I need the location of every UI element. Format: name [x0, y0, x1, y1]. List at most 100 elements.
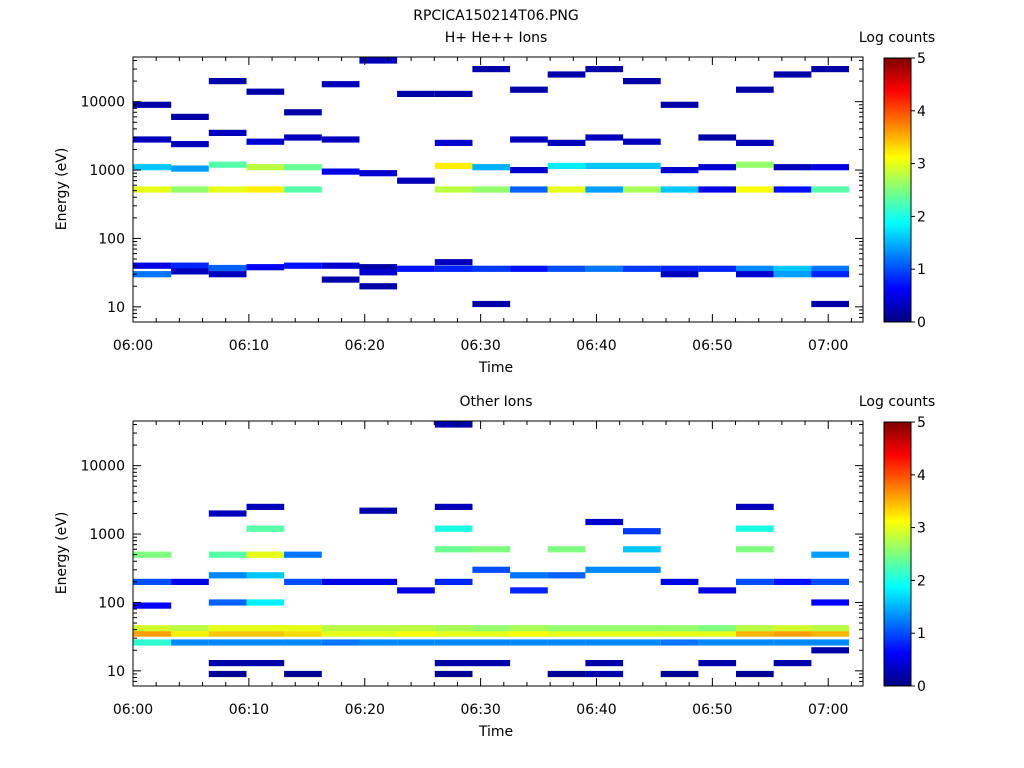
spectrogram-cell: [811, 551, 849, 558]
spectrogram-cell: [736, 670, 774, 678]
spectrogram-cell: [472, 300, 511, 308]
x-tick-label: 06:30: [460, 338, 500, 354]
spectrogram-cell: [321, 262, 360, 269]
spectrogram-cell: [171, 113, 209, 120]
y-axis-ticks: 10 100 1000 10000: [80, 423, 863, 687]
y-tick-label: 1000: [89, 527, 125, 543]
spectrogram-cell: [208, 639, 247, 646]
spectrogram-cell: [133, 578, 172, 585]
spectrogram-cell: [359, 283, 398, 290]
spectrogram-cell: [246, 551, 285, 558]
spectrogram-cell: [660, 578, 699, 585]
spectrogram-cell: [397, 177, 435, 184]
spectrogram-cell: [208, 551, 247, 558]
x-tick-label: 06:00: [113, 338, 153, 354]
spectrogram-cell: [359, 507, 398, 514]
spectrogram-cell: [698, 186, 737, 193]
spectrogram-cell: [208, 625, 247, 632]
spectrogram-cell: [623, 546, 661, 553]
spectrogram-cell: [434, 139, 473, 146]
spectrogram-cell: [397, 265, 435, 272]
spectrogram-cell: [773, 265, 812, 272]
spectrogram-cell: [397, 587, 435, 594]
spectrogram-cell: [246, 503, 285, 510]
spectrogram-cell: [547, 546, 586, 553]
plot-frame: [132, 56, 864, 323]
spectrogram-cell: [660, 186, 699, 193]
colorbar-tick-label: 3: [917, 521, 926, 537]
spectrogram-cell: [736, 161, 774, 168]
spectrogram-cell: [321, 168, 360, 175]
spectrogram-cell: [510, 639, 548, 646]
spectrogram-cell: [246, 88, 285, 95]
x-tick-label: 06:00: [113, 702, 153, 718]
spectrogram-cells: [133, 421, 849, 678]
spectrogram-cell: [133, 271, 172, 278]
spectrogram-cell: [811, 300, 849, 308]
spectrogram-cell: [434, 503, 473, 510]
spectrogram-cell: [623, 78, 661, 85]
spectrogram-cell: [698, 587, 737, 594]
spectrogram-cell: [246, 264, 285, 271]
spectrogram-cell: [547, 186, 586, 193]
spectrogram-cell: [736, 630, 774, 637]
spectrogram-cell: [811, 625, 849, 632]
x-tick-label: 06:10: [229, 338, 269, 354]
spectrogram-cell: [246, 525, 285, 532]
spectrogram-cell: [811, 265, 849, 272]
spectrogram-cell: [547, 162, 586, 169]
y-axis-label: Energy (eV): [54, 512, 70, 595]
spectrogram-cell: [510, 136, 548, 143]
spectrogram-cell: [208, 572, 247, 579]
spectrogram-cell: [585, 639, 624, 646]
spectrogram-cell: [510, 167, 548, 174]
spectrogram-cell: [547, 670, 586, 678]
spectrogram-cell: [284, 625, 322, 632]
x-tick-label: 06:10: [229, 702, 269, 718]
spectrogram-cell: [811, 164, 849, 171]
spectrogram-cell: [623, 265, 661, 272]
spectrogram-cell: [736, 503, 774, 510]
spectrogram-cell: [208, 630, 247, 637]
spectrogram-cell: [397, 639, 435, 646]
spectrogram-cell: [547, 265, 586, 272]
spectrogram-cell: [660, 639, 699, 646]
spectrogram-cell: [736, 265, 774, 272]
spectrogram-cell: [472, 164, 511, 171]
spectrogram-cell: [510, 186, 548, 193]
spectrogram-cell: [208, 660, 247, 667]
spectrogram-cell: [585, 265, 624, 272]
spectrogram-cell: [208, 264, 247, 272]
spectrogram-cell: [623, 630, 661, 637]
spectrogram-cell: [811, 639, 849, 646]
spectrogram-cell: [434, 639, 473, 646]
colorbar-label: Log counts: [859, 394, 935, 410]
panel-title: Other Ions: [459, 394, 532, 410]
spectrogram-cell: [208, 78, 247, 85]
spectrogram-cell: [284, 670, 322, 678]
spectrogram-cell: [472, 265, 511, 272]
spectrogram-cell: [434, 90, 473, 97]
x-axis-label: Time: [478, 360, 513, 376]
spectrogram-cell: [359, 625, 398, 632]
spectrogram-cell: [472, 186, 511, 193]
spectrogram-cell: [133, 630, 172, 637]
spectrogram-cell: [434, 265, 473, 272]
spectrogram-cell: [359, 170, 398, 177]
spectrogram-cell: [811, 66, 849, 73]
spectrogram-cell: [773, 164, 812, 171]
spectrogram-cell: [623, 138, 661, 145]
spectrogram-cell: [472, 566, 511, 573]
spectrogram-cell: [736, 546, 774, 553]
spectrogram-cell: [698, 639, 737, 646]
spectrogram-cell: [811, 186, 849, 193]
spectrogram-cell: [246, 630, 285, 637]
x-tick-label: 06:20: [345, 702, 385, 718]
spectrogram-cell: [246, 639, 285, 646]
panel-other-ions: Other Ions 06:00 06:10 06:20 06:30 06:40 06:5…: [54, 394, 935, 740]
spectrogram-cell: [284, 164, 322, 171]
spectrogram-cell: [585, 660, 624, 667]
spectrogram-cell: [660, 630, 699, 637]
y-tick-label: 100: [98, 231, 125, 247]
spectrogram-cell: [321, 625, 360, 632]
